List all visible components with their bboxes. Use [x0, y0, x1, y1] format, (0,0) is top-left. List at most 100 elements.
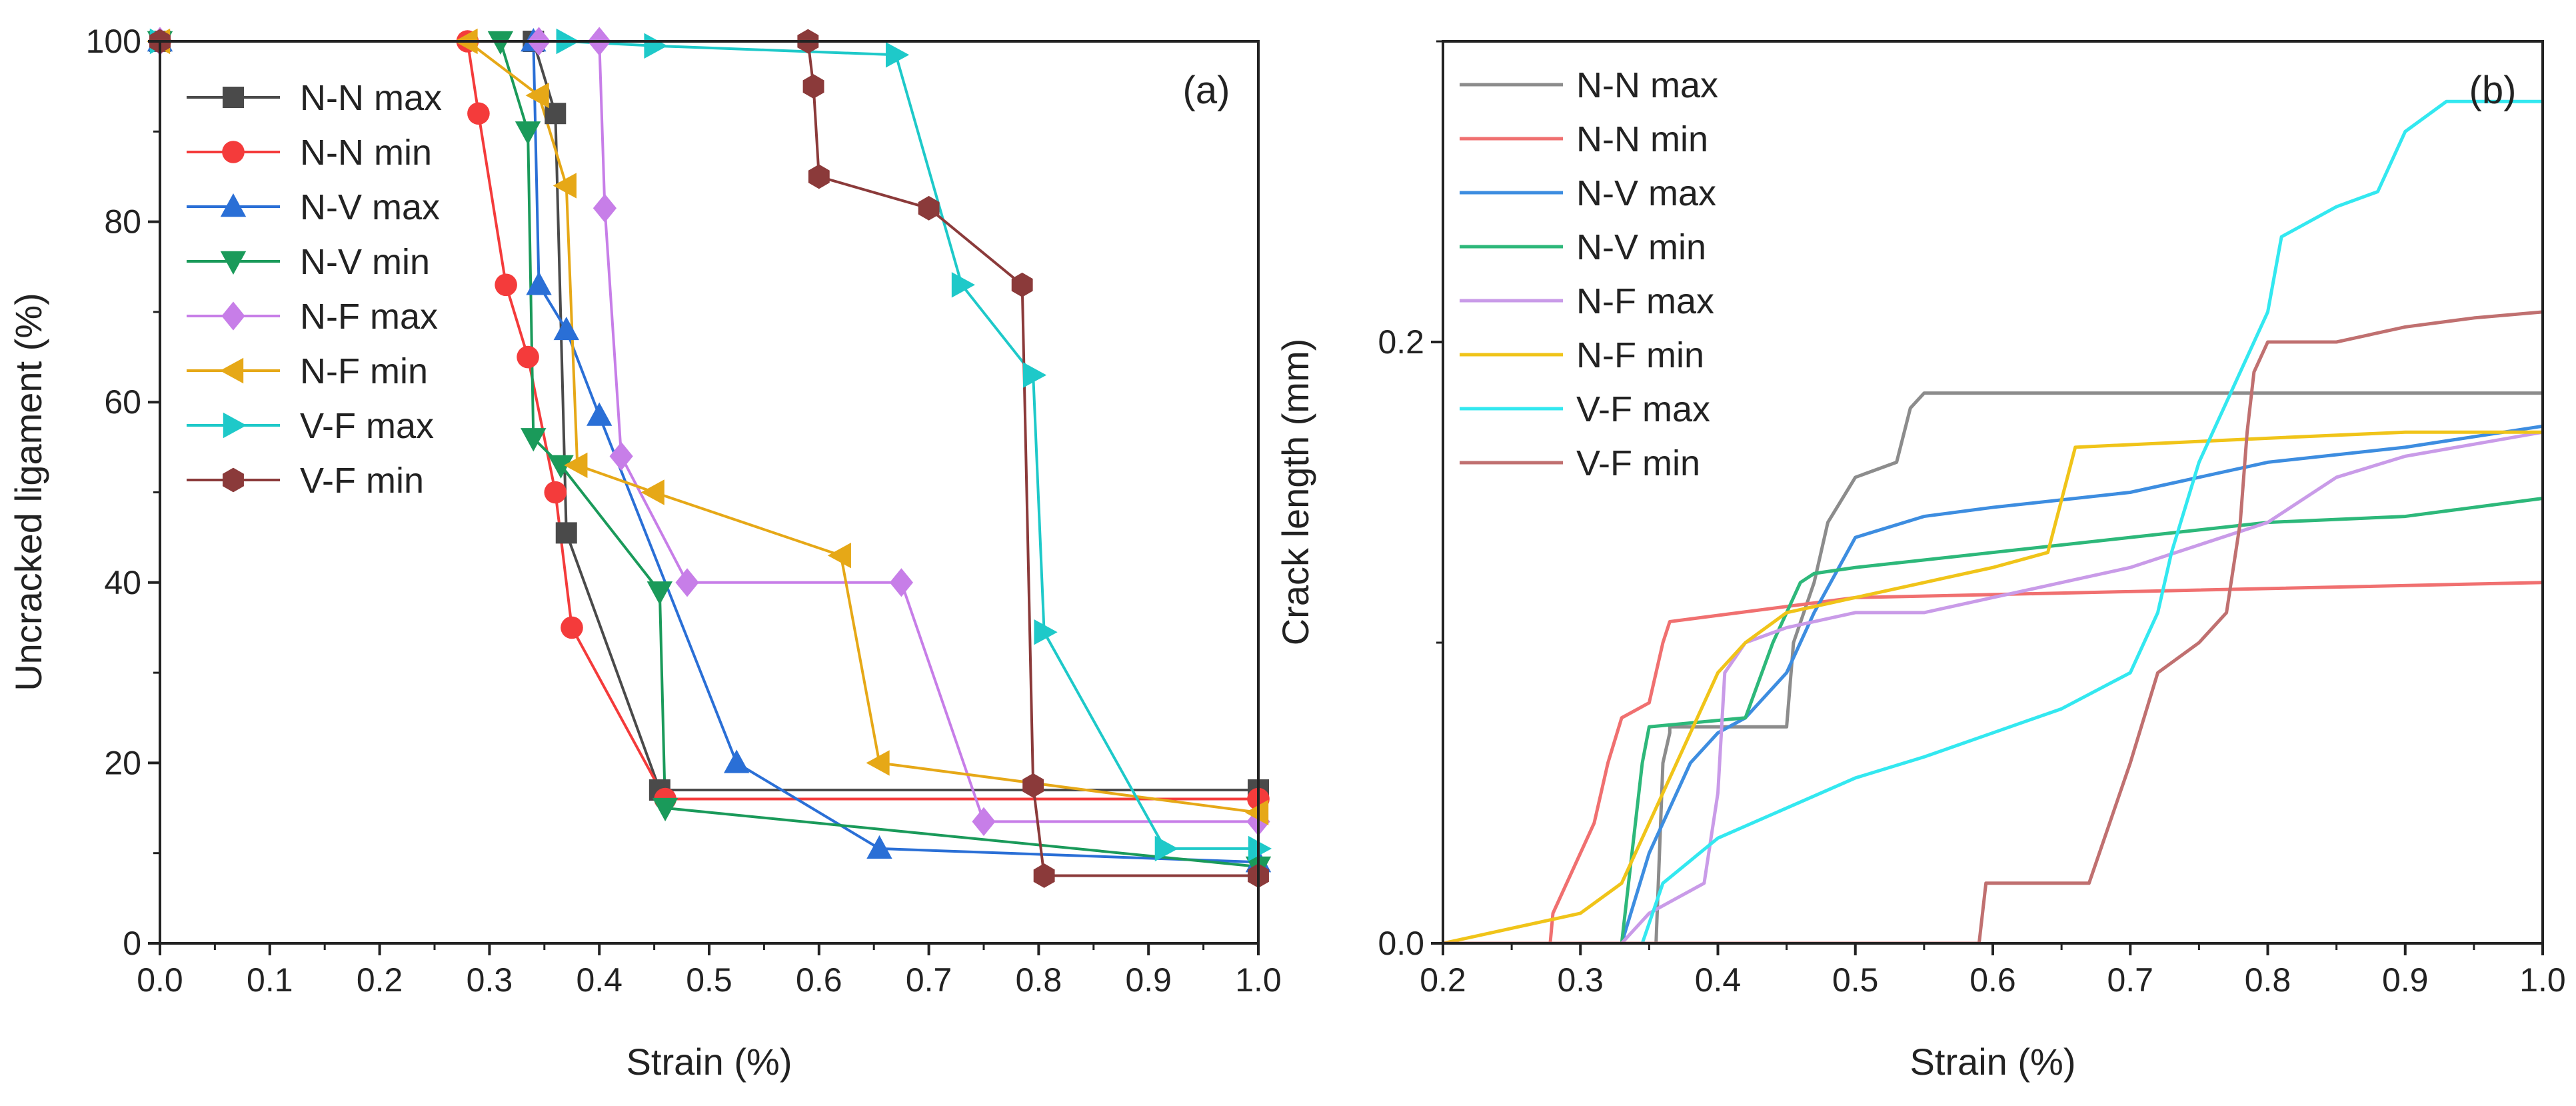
panel-b-x-tick-label: 0.7: [2107, 961, 2153, 999]
panel-b-series-n-n-min-line: [1443, 581, 2543, 945]
panel-a-series-n-f-max-point: [972, 807, 996, 836]
panel-a-series-v-f-min-point: [808, 164, 830, 189]
panel-a-y-tick-label: 100: [86, 23, 141, 60]
panel-a-x-tick-label: 0.2: [357, 961, 403, 999]
panel-a-x-tick-label: 0.5: [686, 961, 732, 999]
panel-a-y-tick-label: 60: [104, 383, 141, 421]
panel-b-x-tick-label: 0.6: [1969, 961, 2016, 999]
panel-a-x-tick-label: 0.1: [247, 961, 293, 999]
panel-a-x-axis-title: Strain (%): [627, 1041, 792, 1083]
panel-b-legend: N-N max N-N min N-V max N-V min N-F max N-F m…: [1460, 65, 1718, 483]
panel-b-x-tick-label: 0.5: [1832, 961, 1879, 999]
panel-a-series-v-f-max-point: [644, 33, 668, 59]
panel-b-series-n-f-min-line: [1443, 430, 2543, 945]
panel-a-series-n-v-max-point: [553, 316, 579, 341]
panel-b-series-v-f-max-line: [1443, 99, 2543, 945]
panel-a-series-n-v-max-point: [526, 271, 552, 295]
panel-a-x-tick-label: 0.0: [137, 961, 183, 999]
panel-b: 0.2 0.3 0.4 0.5 0.6 0.7 0.8 0.9 1.00.00.2 (b) St…: [1274, 40, 2566, 1083]
panel-a-x-tick-label: 0.8: [1016, 961, 1062, 999]
panel-a-y-tick-label: 0: [123, 925, 141, 962]
panel-b-legend-label-n-f-max: N-F max: [1576, 281, 1714, 321]
panel-a-legend-marker-n-n-min: [222, 141, 245, 163]
panel-a-series-n-f-max-point: [593, 193, 617, 223]
panel-a-series-v-f-max-point: [1022, 362, 1047, 388]
panel-b-series-n-n-max-line: [1443, 391, 2543, 945]
panel-a-series-n-f-min-point: [553, 173, 577, 199]
panel-a-series-n-n-min-point: [544, 481, 567, 504]
panel-a-y-tick-label: 40: [104, 564, 141, 601]
panel-b-legend-label-n-v-max: N-V max: [1576, 173, 1716, 213]
panel-b-x-tick-label: 0.4: [1695, 961, 1742, 999]
panel-a-series-n-v-max-point: [587, 402, 613, 426]
panel-a-series-n-v-min-point: [515, 121, 541, 145]
panel-a-series-n-f-min-point: [866, 750, 890, 776]
panel-a-series-v-f-max-point: [1154, 835, 1178, 862]
panel-a-series-n-v-min-point: [652, 797, 678, 822]
panel-a-series-v-f-min-point: [1033, 863, 1055, 888]
panel-a: 0.0 0.1 0.2 0.3 0.4 0.5 0.6 0.7 0.8 0.9 1.0 0 20 40 60…: [7, 23, 1282, 1083]
panel-b-legend-label-v-f-max: V-F max: [1576, 389, 1710, 429]
panel-a-legend-marker-n-f-min: [220, 357, 244, 384]
panel-a-label: (a): [1183, 69, 1230, 112]
panel-a-series-n-f-min-point: [827, 543, 851, 569]
panel-a-series-n-n-min-point: [517, 345, 539, 369]
panel-a-x-tick-label: 0.4: [576, 961, 623, 999]
panel-a-series-n-v-min-point: [521, 428, 547, 452]
panel-b-label: (b): [2469, 69, 2517, 112]
panel-b-legend-label-n-v-min: N-V min: [1576, 227, 1706, 267]
panel-a-legend-label-n-v-max: N-V max: [300, 187, 440, 227]
panel-a-series-n-v-min-point: [548, 455, 574, 479]
panel-a-legend-label-v-f-min: V-F min: [300, 461, 424, 501]
panel-a-series-n-f-min-point: [525, 82, 549, 109]
panel-a-series-n-v-min-point: [646, 581, 673, 605]
panel-a-series-n-f-max-point: [889, 568, 913, 597]
panel-a-legend-marker-n-f-max: [221, 301, 245, 331]
panel-a-series-v-f-max-point: [1034, 619, 1058, 645]
panel-b-axis-ticks: 0.2 0.3 0.4 0.5 0.6 0.7 0.8 0.9 1.00.00.2: [1378, 40, 2566, 999]
panel-a-legend-marker-v-f-min: [223, 467, 244, 493]
panel-a-series-n-f-max-point: [675, 568, 699, 597]
panel-b-x-tick-label: 0.9: [2382, 961, 2429, 999]
panel-b-x-tick-label: 0.2: [1420, 961, 1466, 999]
panel-b-series-v-f-min-line: [1443, 310, 2543, 945]
panel-a-legend-marker-n-v-min: [220, 251, 247, 275]
panel-a-series-n-v-min-point: [487, 31, 514, 55]
panel-a-legend-label-n-v-min: N-V min: [300, 242, 430, 282]
panel-a-series-n-f-min-point: [641, 479, 664, 505]
panel-a-series-n-n-max-point: [555, 522, 577, 544]
panel-a-series-n-n-min-point: [467, 102, 490, 125]
panel-b-x-axis-title: Strain (%): [1910, 1041, 2076, 1083]
panel-b-y-axis-title: Crack length (mm): [1274, 339, 1316, 646]
panel-a-series-n-n-min-point: [495, 273, 517, 297]
panel-b-x-tick-label: 0.8: [2245, 961, 2291, 999]
panel-a-legend-marker-v-f-max: [223, 412, 247, 439]
panel-b-series-n-v-min-line: [1443, 497, 2543, 945]
panel-a-x-tick-label: 0.7: [906, 961, 952, 999]
panel-a-series-v-f-min-point: [918, 195, 940, 221]
panel-a-x-tick-label: 0.3: [467, 961, 513, 999]
panel-b-legend-label-n-f-min: N-F min: [1576, 335, 1704, 375]
panel-a-series-n-n-min-point: [561, 616, 583, 639]
panel-a-series-v-f-min-point: [1022, 773, 1044, 798]
panel-b-legend-label-n-n-min: N-N min: [1576, 119, 1708, 159]
panel-a-legend-marker-n-n-max: [223, 87, 244, 108]
panel-a-series-n-f-max-point: [609, 441, 633, 471]
panel-a-series-n-v-max-point: [724, 749, 750, 773]
panel-a-series-n-v-min-line: [160, 40, 1258, 868]
panel-a-legend: N-N max N-N min N-V max N-V min N-F max N-F m…: [187, 78, 442, 501]
panel-a-series-n-f-min-point: [1245, 799, 1269, 826]
panel-b-marks: [1443, 99, 2543, 945]
panel-a-y-axis-title: Uncracked ligament (%): [7, 293, 49, 691]
panel-a-series-n-v-max-point: [866, 835, 892, 859]
panel-a-x-tick-label: 1.0: [1235, 961, 1282, 999]
panel-a-axis-ticks: 0.0 0.1 0.2 0.3 0.4 0.5 0.6 0.7 0.8 0.9 1.0 0 20 40 60…: [86, 23, 1282, 999]
panel-a-legend-label-v-f-max: V-F max: [300, 406, 434, 446]
panel-b-series-n-v-max-line: [1443, 424, 2543, 945]
panel-b-legend-label-v-f-min: V-F min: [1576, 443, 1700, 483]
panel-a-y-tick-label: 20: [104, 744, 141, 781]
panel-a-x-tick-label: 0.9: [1125, 961, 1172, 999]
panel-a-legend-label-n-f-max: N-F max: [300, 297, 438, 337]
panel-b-x-tick-label: 1.0: [2519, 961, 2566, 999]
panel-a-series-v-f-max-point: [885, 42, 910, 68]
